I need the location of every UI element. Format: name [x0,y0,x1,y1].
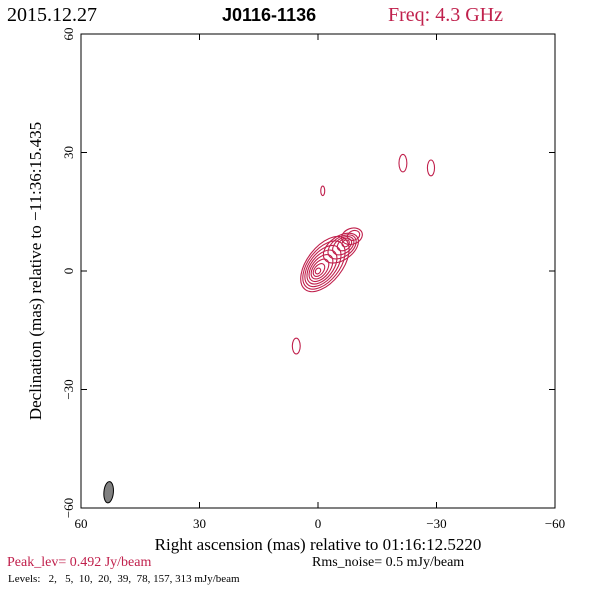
rms-noise: Rms_noise= 0.5 mJy/beam [312,555,464,570]
contour-levels: Levels: 2, 5, 10, 20, 39, 78, 157, 313 m… [8,573,240,585]
y-tick-label: 0 [61,268,76,275]
contour-core [314,267,322,275]
frequency-label: Freq: 4.3 GHz [388,4,503,26]
plot-frame [80,33,556,509]
y-tick-label: −60 [61,498,76,518]
contour-jet [327,234,357,260]
contour-core [310,258,330,280]
contour-core [308,254,334,283]
y-tick-label: 60 [61,28,76,41]
axis-ticks [80,33,556,509]
isolated-contour [291,337,301,355]
contour-outer-jet [341,227,363,246]
y-tick-label: 30 [61,146,76,159]
y-axis-label: Declination (mas) relative to −11:36:15.… [26,122,45,420]
contour-jet [332,236,355,256]
x-tick-label: −60 [545,516,565,531]
x-tick-label: −30 [426,516,446,531]
contour-core [312,263,326,277]
contour-core [306,249,338,285]
restoring-beam [103,481,114,504]
isolated-contour [398,153,408,173]
x-tick-label: 30 [193,516,206,531]
contour-group [291,153,436,355]
x-tick-labels: 60 30 0 −30 −60 [75,516,566,531]
contour-jet [322,232,360,264]
contour-core [302,240,346,290]
observation-date: 2015.12.27 [7,4,97,26]
isolated-contour [426,159,436,177]
isolated-contour [320,185,326,197]
y-tick-labels: −60 −30 0 30 60 [61,28,76,519]
source-name: J0116-1136 [222,5,316,25]
x-tick-label: 0 [315,516,322,531]
x-tick-label: 60 [75,516,88,531]
x-axis-label: Right ascension (mas) relative to 01:16:… [155,535,482,554]
peak-level: Peak_lev= 0.492 Jy/beam [7,555,151,570]
y-tick-label: −30 [61,379,76,399]
contour-outer-jet [346,229,361,241]
contour-jet [341,239,350,248]
